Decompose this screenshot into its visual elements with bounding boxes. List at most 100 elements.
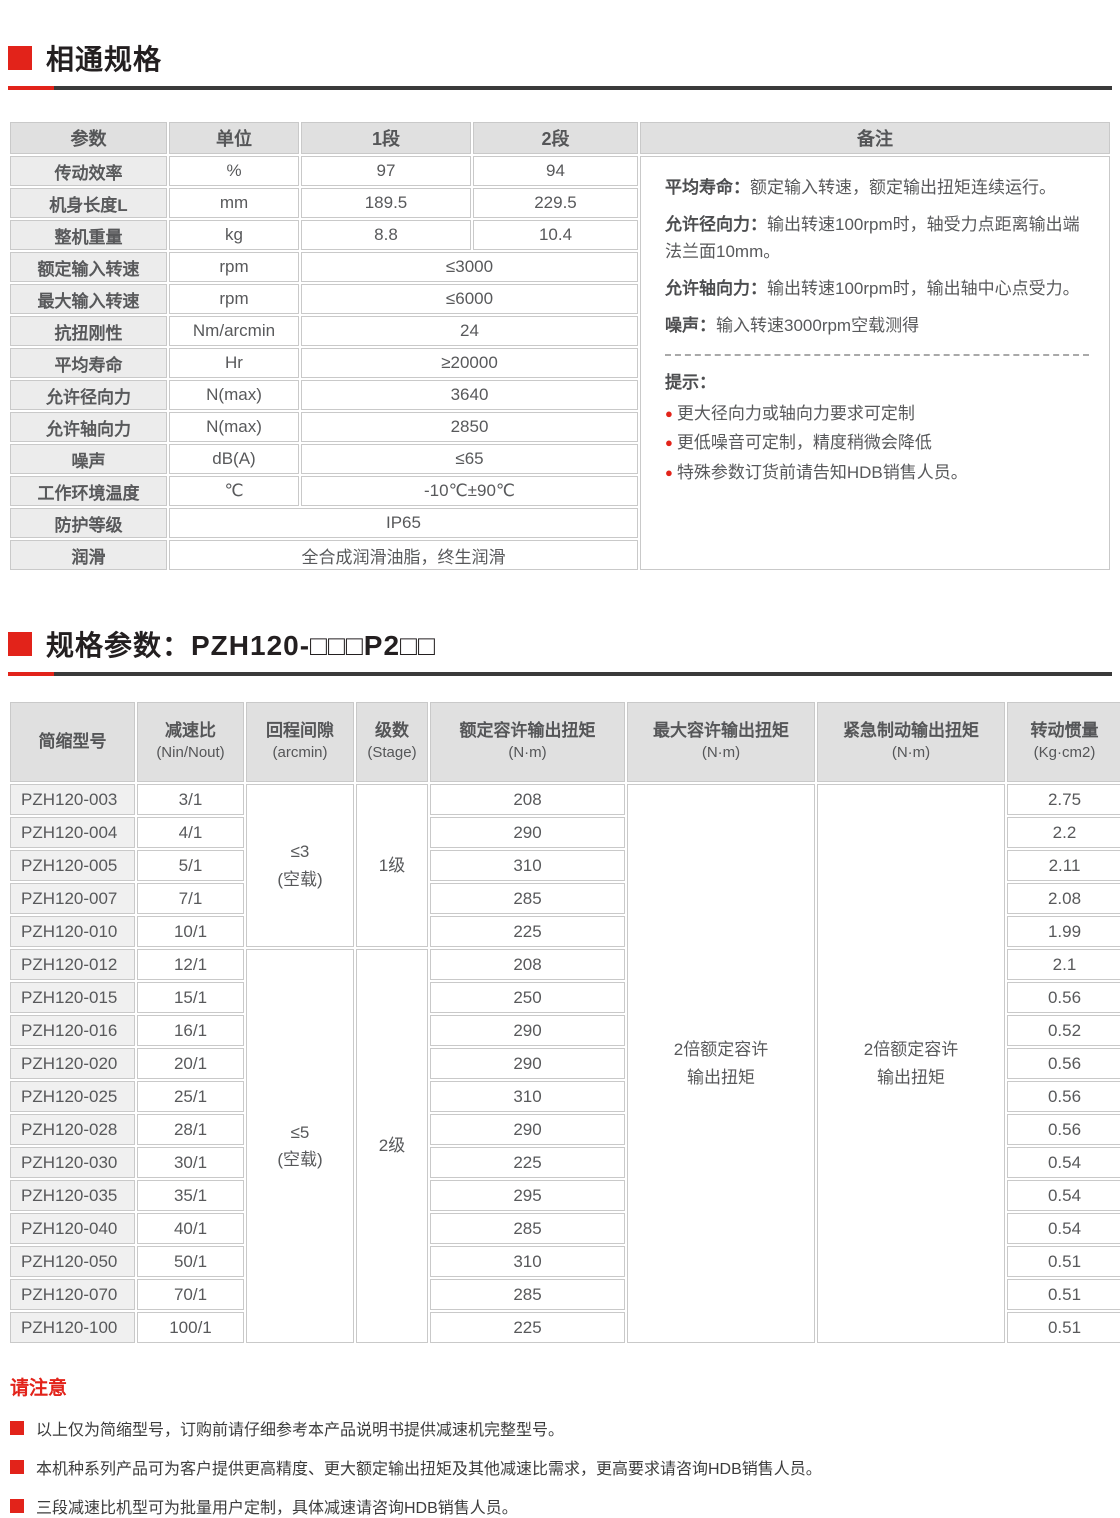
rated-torque-cell: 290 [430, 1114, 625, 1145]
model-col-unit: (N·m) [508, 744, 547, 762]
remarks-cell: 平均寿命：额定输入转速，额定输出扭矩连续运行。 允许径向力：输出转速100rpm时… [640, 156, 1110, 570]
max-torque-merged-cell: 2倍额定容许 输出扭矩 [627, 784, 815, 1343]
model-row: PZH120-020 20/1 290 0.56 [10, 1048, 1120, 1079]
model-col-label: 额定容许输出扭矩 [459, 721, 596, 741]
rated-torque-cell: 225 [430, 1312, 625, 1343]
spec-unit-cell: N(max) [169, 412, 299, 442]
spec-unit-cell: Hr [169, 348, 299, 378]
rated-torque-cell: 295 [430, 1180, 625, 1211]
model-col-label: 紧急制动输出扭矩 [843, 721, 979, 741]
model-col-header: 紧急制动输出扭矩 (N·m) [817, 702, 1005, 782]
model-number-cell: PZH120-030 [10, 1147, 135, 1178]
inertia-cell: 0.51 [1007, 1246, 1120, 1277]
spec-unit-cell: kg [169, 220, 299, 250]
model-number-cell: PZH120-005 [10, 850, 135, 881]
model-col-unit: (N·m) [701, 744, 741, 762]
tip-line: ● 更低噪音可定制，精度稍微会降低 [665, 433, 932, 453]
spec-unit-cell: N(max) [169, 380, 299, 410]
model-col-unit: (Nin/Nout) [156, 744, 225, 762]
bullet-dot-icon: ● [665, 465, 673, 481]
backlash-merged-cell: ≤3 (空载) [246, 784, 354, 947]
notice-item: 以上仅为简缩型号，订购前请仔细参考本产品说明书提供减速机完整型号。 [10, 1416, 1112, 1440]
spec-param-cell: 防护等级 [10, 508, 167, 538]
rated-torque-cell: 310 [430, 850, 625, 881]
spec-value-cell: -10℃±90℃ [301, 476, 638, 506]
model-number-cell: PZH120-003 [10, 784, 135, 815]
spec-param-cell: 平均寿命 [10, 348, 167, 378]
model-row: PZH120-035 35/1 295 0.54 [10, 1180, 1120, 1211]
spec-value-cell: 全合成润滑油脂，终生润滑 [169, 540, 638, 570]
col-header-stage2: 2段 [473, 122, 638, 154]
rated-torque-cell: 285 [430, 1279, 625, 1310]
model-row: PZH120-010 10/1 225 1.99 [10, 916, 1120, 947]
model-number-cell: PZH120-025 [10, 1081, 135, 1112]
remark-label: 允许轴向力： [665, 279, 767, 299]
spec-param-cell: 抗扭刚性 [10, 316, 167, 346]
spec-value-cell: IP65 [169, 508, 638, 538]
spec-value-cell: ≤65 [301, 444, 638, 474]
spec-row: 额定输入转速 rpm ≤3000 [10, 252, 1110, 282]
spec-param-cell: 允许径向力 [10, 380, 167, 410]
model-col-header: 额定容许输出扭矩 (N·m) [430, 702, 625, 782]
inertia-cell: 1.99 [1007, 916, 1120, 947]
ratio-cell: 70/1 [137, 1279, 244, 1310]
stage-merged-cell: 2级 [356, 949, 428, 1343]
spec-table-header-row: 参数 单位 1段 2段 备注 [10, 122, 1110, 154]
spec-row: 抗扭刚性 Nm/arcmin 24 [10, 316, 1110, 346]
remark-paragraph: 平均寿命：额定输入转速，额定输出扭矩连续运行。 [665, 178, 1056, 197]
spec-value-cell: ≤6000 [301, 284, 638, 314]
col-header-unit: 单位 [169, 122, 299, 154]
inertia-cell: 2.75 [1007, 784, 1120, 815]
ratio-cell: 28/1 [137, 1114, 244, 1145]
model-row: PZH120-040 40/1 285 0.54 [10, 1213, 1120, 1244]
model-number-cell: PZH120-070 [10, 1279, 135, 1310]
section-common-specs: 相通规格 [8, 38, 1112, 90]
remark-paragraph: 噪声：输入转速3000rpm空载测得 [665, 316, 920, 336]
model-row: PZH120-025 25/1 310 0.56 [10, 1081, 1120, 1112]
common-spec-table: 参数 单位 1段 2段 备注 传动效率% 97 94 平均寿命：额定输入转速，额定输出… [8, 120, 1112, 572]
notice-block: 请注意 以上仅为简缩型号，订购前请仔细参考本产品说明书提供减速机完整型号。 本机种… [8, 1373, 1112, 1518]
model-row: PZH120-005 5/1 310 2.11 [10, 850, 1120, 881]
notice-item: 三段减速比机型可为批量用户定制，具体减速请咨询HDB销售人员。 [10, 1494, 1112, 1518]
spec-row: 整机重量 kg 8.8 10.4 [10, 220, 1110, 250]
ratio-cell: 16/1 [137, 1015, 244, 1046]
model-row: PZH120-070 70/1 285 0.51 [10, 1279, 1120, 1310]
remark-dashed-divider [665, 353, 1089, 356]
remark-label: 平均寿命： [665, 178, 750, 197]
remark-label: 允许径向力： [665, 215, 767, 235]
spec-param-cell: 最大输入转速 [10, 284, 167, 314]
section2-underline [8, 672, 1112, 676]
model-number-cell: PZH120-100 [10, 1312, 135, 1343]
spec-row: 工作环境温度 ℃ -10℃±90℃ [10, 476, 1110, 506]
model-number-cell: PZH120-040 [10, 1213, 135, 1244]
spec-unit-cell: Nm/arcmin [169, 316, 299, 346]
tips-title: 提示： [665, 372, 716, 392]
model-col-unit: (Kg·cm2) [1033, 744, 1096, 762]
model-number-cell: PZH120-035 [10, 1180, 135, 1211]
model-table-header-row: 简缩型号 减速比 (Nin/Nout) 回程间隙 (arcmin) 级数 (Stage) 额定… [10, 702, 1120, 782]
red-square-bullet-icon [10, 1499, 24, 1513]
model-col-unit: (arcmin) [272, 744, 328, 762]
rated-torque-cell: 225 [430, 916, 625, 947]
col-header-remarks: 备注 [640, 122, 1110, 154]
rated-torque-cell: 310 [430, 1081, 625, 1112]
model-col-header: 减速比 (Nin/Nout) [137, 702, 244, 782]
ratio-cell: 100/1 [137, 1312, 244, 1343]
rated-torque-cell: 225 [430, 1147, 625, 1178]
rated-torque-cell: 310 [430, 1246, 625, 1277]
spec-param-cell: 机身长度L [10, 188, 167, 218]
bullet-dot-icon: ● [665, 405, 673, 421]
model-number-cell: PZH120-012 [10, 949, 135, 980]
ratio-cell: 10/1 [137, 916, 244, 947]
model-number-cell: PZH120-020 [10, 1048, 135, 1079]
spec-value-cell: 94 [473, 156, 638, 186]
inertia-cell: 0.56 [1007, 1114, 1120, 1145]
backlash-merged-cell: ≤5 (空载) [246, 949, 354, 1343]
model-row: PZH120-003 3/1 ≤3 (空载) 1级 208 2倍额定容许 输出扭矩 2倍额定容许… [10, 784, 1120, 1343]
section1-underline [8, 86, 1112, 90]
inertia-cell: 0.54 [1007, 1180, 1120, 1211]
inertia-cell: 0.52 [1007, 1015, 1120, 1046]
ratio-cell: 7/1 [137, 883, 244, 914]
spec-param-cell: 传动效率 [10, 156, 167, 186]
